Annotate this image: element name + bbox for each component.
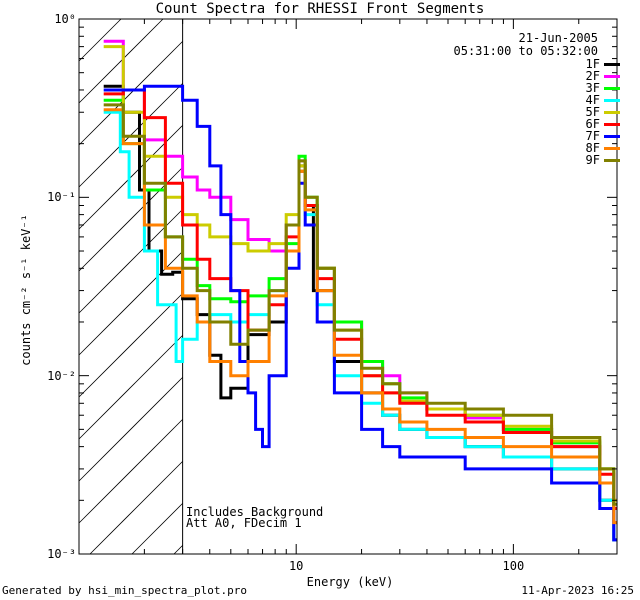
legend-label: 6F [585, 117, 600, 131]
legend-swatch [604, 98, 620, 102]
hatched-region [78, 18, 184, 555]
hatch-line [131, 503, 183, 555]
legend-swatch [604, 110, 620, 114]
series-line-1F [103, 84, 617, 542]
time-range-annotation: 05:31:00 to 05:32:00 [453, 44, 599, 58]
attenuator-note: Att A0, FDecim 1 [186, 516, 302, 530]
legend-item-4F: 4F [585, 93, 620, 107]
series-line-2F [103, 39, 617, 525]
legend-item-6F: 6F [585, 117, 620, 131]
hatch-line [173, 545, 183, 555]
y-tick-label: 10⁰ [54, 12, 76, 26]
x-tick-label: 100 [502, 559, 525, 573]
series-line-8F [103, 108, 617, 525]
legend-label: 7F [585, 129, 600, 143]
hatch-line [78, 335, 183, 440]
footer-timestamp: 11-Apr-2023 16:25 [521, 584, 634, 597]
plot-frame [78, 18, 618, 555]
chart-title: Count Spectra for RHESSI Front Segments [155, 1, 485, 17]
hatch-line [78, 209, 183, 314]
legend-item-1F: 1F [585, 57, 620, 71]
legend-label: 4F [585, 93, 600, 107]
y-axis-label: counts cm⁻² s⁻¹ keV⁻¹ [19, 214, 33, 366]
legend-swatch [604, 158, 620, 162]
date-annotation: 21-Jun-2005 [518, 31, 598, 45]
x-tick-label: 10 [288, 559, 304, 573]
legend-item-8F: 8F [585, 141, 620, 155]
y-tick-label: 10⁻² [47, 368, 76, 383]
legend-item-2F: 2F [585, 69, 620, 83]
hatch-line [89, 461, 183, 555]
legend-label: 8F [585, 141, 600, 155]
legend-item-5F: 5F [585, 105, 620, 119]
hatch-line [78, 419, 183, 524]
y-tick-label: 10⁻¹ [47, 190, 76, 205]
hatch-line [78, 293, 183, 398]
series-line-9F [103, 103, 617, 506]
legend-label: 1F [585, 57, 600, 71]
legend-label: 5F [585, 105, 600, 119]
legend-swatch [604, 134, 620, 138]
hatch-line [78, 18, 164, 104]
generated-by-label: Generated by hsi_min_spectra_plot.pro [2, 584, 248, 597]
legend-item-7F: 7F [585, 129, 620, 143]
legend-swatch [604, 62, 620, 66]
legend-swatch [604, 146, 620, 150]
series-line-7F [103, 84, 617, 542]
legend-swatch [604, 122, 620, 126]
y-tick-label: 10⁻³ [47, 547, 76, 561]
legend-item-9F: 9F [585, 153, 620, 167]
legend-label: 2F [585, 69, 600, 83]
x-axis-label: Energy (keV) [306, 575, 394, 589]
hatch-line [78, 18, 122, 62]
legend-swatch [604, 86, 620, 90]
hatch-line [78, 377, 183, 482]
legend-item-3F: 3F [585, 81, 620, 95]
legend-label: 9F [585, 153, 600, 167]
legend-swatch [604, 74, 620, 78]
legend-label: 3F [585, 81, 600, 95]
background-note: Includes Background [186, 505, 324, 519]
hatch-line [78, 125, 183, 230]
hatch-line [78, 41, 183, 146]
